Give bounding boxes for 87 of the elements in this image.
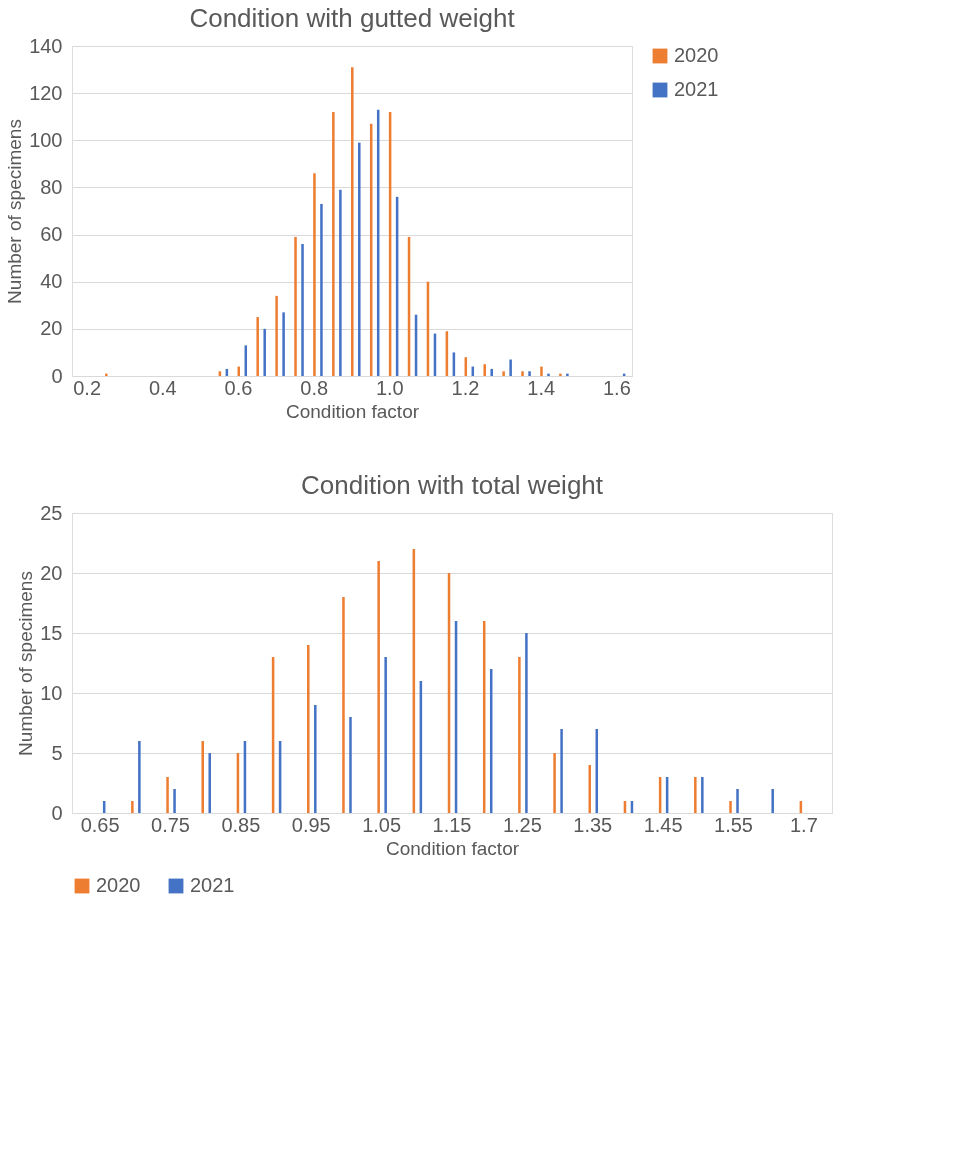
x-tick-label: 0.2 [73,376,102,399]
x-tick-label: 1.05 [362,813,402,836]
x-tick-label: 1.15 [432,813,472,836]
y-tick-label: 80 [40,175,63,198]
bar [502,371,505,376]
y-tick-label: 0 [51,364,63,387]
x-tick-label: 1.0 [375,376,404,399]
bar [256,317,259,376]
bar [528,371,531,376]
y-tick-label: 120 [29,81,63,104]
y-tick-label: 20 [40,317,63,340]
bar [263,328,266,376]
chart-title: Condition with gutted weight [189,3,516,33]
x-tick-label: 1.35 [573,813,613,836]
y-tick-label: 20 [40,561,63,584]
x-tick-label: 1.55 [714,813,753,836]
bar [384,657,387,813]
y-tick-label: 25 [40,501,63,524]
bar [377,561,380,813]
bar [313,173,316,376]
bar [771,789,774,813]
y-tick-label: 140 [29,34,63,57]
bar [694,777,697,813]
x-tick-label: 1.4 [527,376,556,399]
bar [282,312,285,376]
x-tick-label: 0.8 [300,376,329,399]
bar [173,789,176,813]
bar [490,368,493,376]
x-tick-label: 0.85 [221,813,261,836]
x-axis-title: Condition factor [285,400,420,422]
bar [349,717,352,813]
x-tick-label: 1.2 [451,376,480,399]
y-tick-label: 60 [40,223,63,246]
legend-label: 2021 [674,78,719,100]
bar [131,801,134,813]
y-axis-title: Number of specimens [4,119,26,304]
legend-label: 2020 [96,874,141,896]
y-tick-label: 10 [40,681,63,704]
bar [138,741,141,813]
bar [351,67,354,376]
bar [307,645,310,813]
x-axis-title: Condition factor [385,837,520,859]
y-tick-label: 40 [40,270,63,293]
y-tick-label: 15 [40,621,63,644]
x-tick-label: 0.4 [148,376,177,399]
x-tick-label: 1.7 [789,813,818,836]
bar [547,373,550,376]
y-tick-label: 100 [29,128,63,151]
y-tick-label: 0 [51,801,63,824]
bar [521,371,524,376]
bar [208,753,211,813]
bar [566,373,569,376]
bar [729,801,732,813]
x-tick-label: 0.65 [80,813,120,836]
bar [105,373,108,376]
bar [320,203,323,376]
x-tick-label: 1.45 [643,813,683,836]
x-tick-label: 1.25 [502,813,542,836]
bar [483,364,486,376]
bar [339,189,342,376]
bar [518,657,521,813]
bar [525,633,528,813]
bar [358,142,361,376]
bar [294,236,297,376]
x-tick-label: 0.75 [151,813,190,836]
bar [560,729,563,813]
bar [509,359,512,376]
bar [559,373,562,376]
x-tick-label: 0.6 [224,376,253,399]
bar [314,705,317,813]
y-axis-title: Number of specimens [15,571,37,756]
bar [301,244,304,376]
bar [342,597,345,813]
chart-title: Condition with total weight [300,470,604,500]
bar [275,295,278,376]
bar [701,777,704,813]
y-tick-label: 5 [51,741,63,764]
bar [540,366,543,376]
legend-label: 2020 [674,44,719,66]
legend-label: 2021 [190,874,235,896]
x-tick-label: 0.95 [291,813,331,836]
bar [332,112,335,376]
bar [736,789,739,813]
bar [166,777,169,813]
x-tick-label: 1.6 [602,376,631,399]
bar [553,753,556,813]
bar [201,741,204,813]
